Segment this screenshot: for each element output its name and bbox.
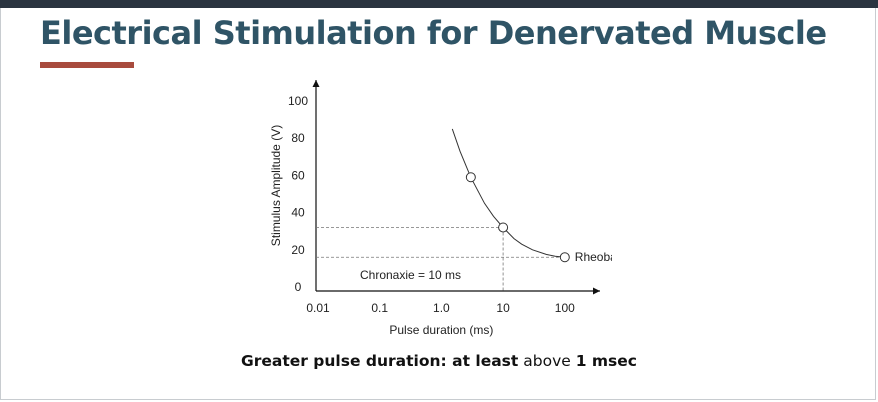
y-tick-label: 40 xyxy=(291,206,305,220)
strength-duration-curve xyxy=(451,128,565,258)
strength-duration-chart: 0 20 40 60 80 100 0.01 0.1 1.0 10 100 Chronaxie = … xyxy=(269,80,612,337)
chart-axes xyxy=(312,80,600,295)
caption: Greater pulse duration: at least above 1… xyxy=(0,352,878,370)
y-tick-label: 80 xyxy=(291,131,305,145)
top-strip xyxy=(0,0,878,8)
x-axis-arrow xyxy=(593,287,600,295)
caption-part3: 1 msec xyxy=(575,352,637,370)
chronaxie-label: Chronaxie = 10 ms xyxy=(360,268,461,282)
data-point xyxy=(465,172,476,183)
reference-lines xyxy=(316,227,559,291)
x-tick-label: 0.01 xyxy=(306,301,330,315)
x-axis-label: Pulse duration (ms) xyxy=(389,323,493,337)
rheobase-label: Rheobase(= 16 V) xyxy=(575,250,612,264)
y-axis-label: Stimulus Amplitude (V) xyxy=(269,125,283,246)
y-tick-label: 20 xyxy=(291,243,305,257)
title-underline xyxy=(40,62,134,68)
x-tick-label: 0.1 xyxy=(371,301,388,315)
data-point xyxy=(498,222,509,233)
y-tick-label: 60 xyxy=(291,168,305,182)
x-tick-label: 100 xyxy=(555,301,575,315)
y-tick-label: 0 xyxy=(295,280,302,294)
x-tick-label: 10 xyxy=(496,301,510,315)
caption-part1: Greater pulse duration: at least xyxy=(241,352,519,370)
y-axis-arrow xyxy=(312,80,320,87)
tick-labels: 0 20 40 60 80 100 0.01 0.1 1.0 10 100 xyxy=(288,94,575,315)
slide-frame xyxy=(0,8,876,400)
data-points xyxy=(465,172,570,263)
slide-title: Electrical Stimulation for Denervated Mu… xyxy=(40,14,827,52)
data-point xyxy=(559,252,570,263)
caption-part2: above xyxy=(523,352,571,370)
x-tick-label: 1.0 xyxy=(433,301,450,315)
y-tick-label: 100 xyxy=(288,94,308,108)
